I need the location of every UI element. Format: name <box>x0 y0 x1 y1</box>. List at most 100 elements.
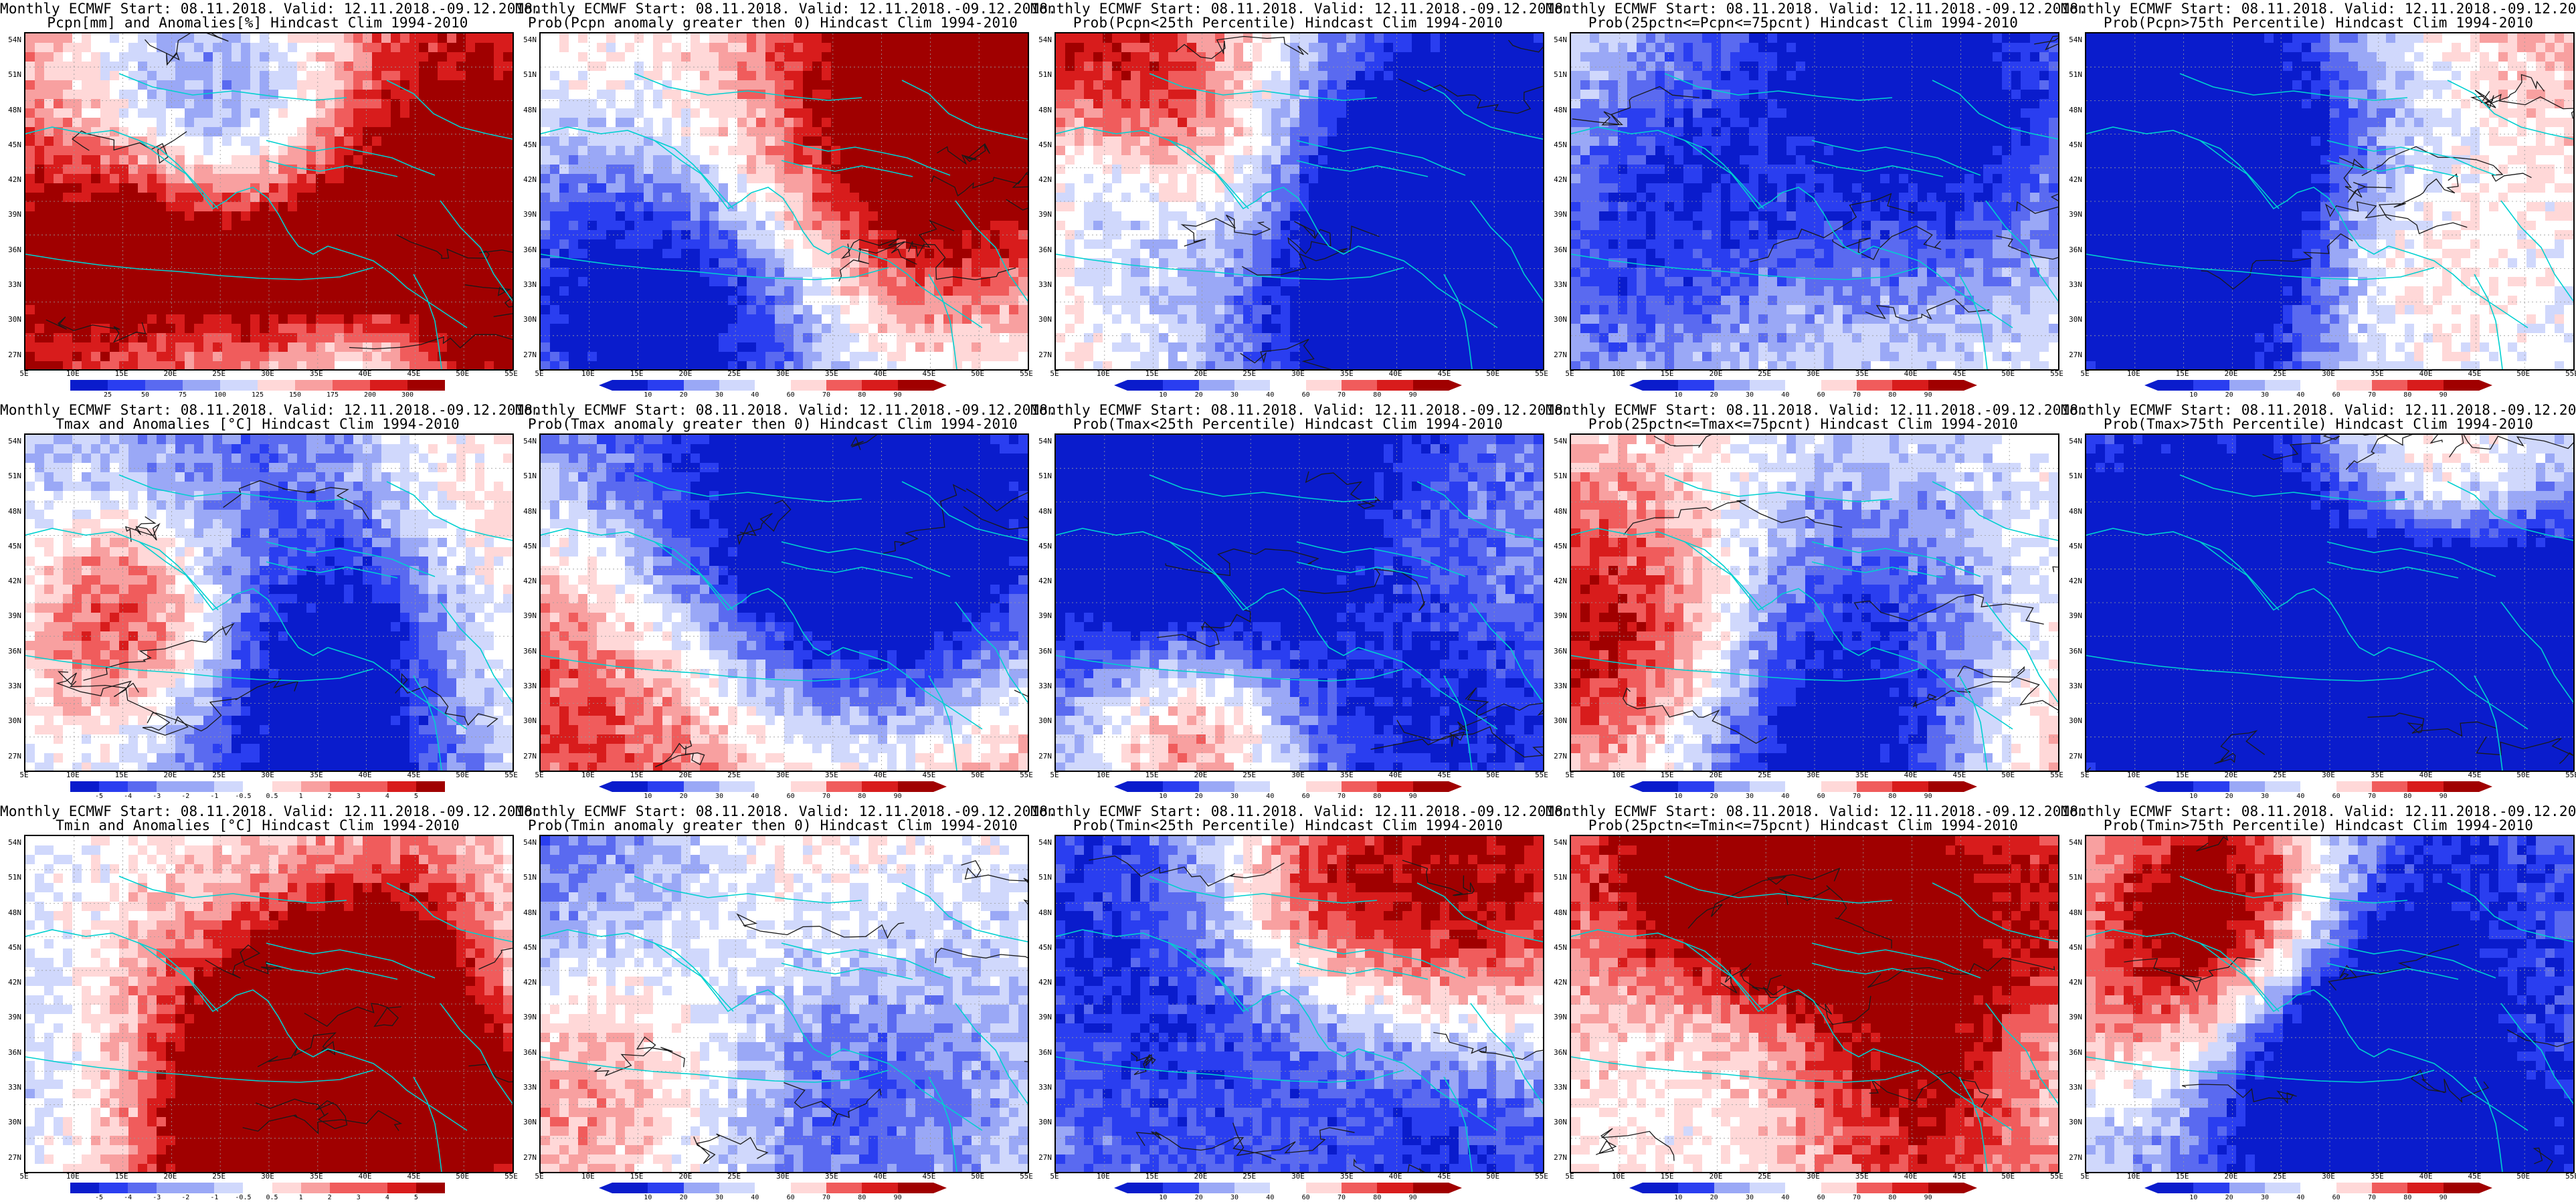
field-cell <box>138 165 148 175</box>
field-cell <box>700 193 710 203</box>
field-cell <box>1515 193 1525 203</box>
field-cell <box>1159 62 1169 72</box>
field-cell <box>213 193 223 203</box>
field-cell <box>1468 52 1478 62</box>
field-cell <box>943 352 953 362</box>
field-cell <box>700 127 710 137</box>
field-cell <box>203 211 213 221</box>
field-cell <box>1149 136 1160 146</box>
field-cell <box>25 71 35 81</box>
field-cell <box>63 118 73 128</box>
contour-line <box>931 171 1028 197</box>
field-cell <box>381 90 391 100</box>
field-cell <box>953 155 963 165</box>
field-cell <box>269 155 279 165</box>
field-cell <box>1299 43 1309 53</box>
field-cell <box>250 127 260 137</box>
field-cell <box>569 99 579 109</box>
field-cell <box>1290 183 1300 193</box>
field-cell <box>1449 221 1459 231</box>
field-cell <box>1140 136 1150 146</box>
field-cell <box>569 146 579 156</box>
field-cell <box>728 305 738 315</box>
panel-subtitle: Pcpn[mm] and Anomalies[%] Hindcast Clim … <box>0 15 515 30</box>
field-cell <box>972 230 982 240</box>
field-cell <box>306 258 316 268</box>
field-cell <box>1168 43 1178 53</box>
field-cell <box>35 333 45 343</box>
field-cell <box>1384 90 1394 100</box>
field-cell <box>297 361 307 369</box>
field-cell <box>250 165 260 175</box>
field-cell <box>887 305 897 315</box>
field-cell <box>100 296 110 306</box>
field-cell <box>625 333 635 343</box>
field-cell <box>63 314 73 324</box>
field-cell <box>316 90 326 100</box>
field-cell <box>1215 99 1225 109</box>
field-cell <box>747 258 757 268</box>
field-cell <box>1412 108 1422 118</box>
field-cell <box>166 43 176 53</box>
field-cell <box>1412 33 1422 43</box>
field-cell <box>775 314 785 324</box>
field-cell <box>100 62 110 72</box>
field-cell <box>185 258 195 268</box>
field-cell <box>1393 183 1403 193</box>
field-cell <box>887 43 897 53</box>
field-cell <box>1402 202 1412 212</box>
field-cell <box>906 286 916 296</box>
field-cell <box>812 108 822 118</box>
field-cell <box>972 342 982 353</box>
field-cell <box>653 146 663 156</box>
field-cell <box>550 258 560 268</box>
field-cell <box>222 108 232 118</box>
field-cell <box>325 118 335 128</box>
field-cell <box>953 146 963 156</box>
field-cell <box>709 193 719 203</box>
field-cell <box>756 361 766 369</box>
field-cell <box>363 277 373 287</box>
field-cell <box>232 314 242 324</box>
field-cell <box>691 249 701 259</box>
field-cell <box>222 258 232 268</box>
field-cell <box>925 71 935 81</box>
field-cell <box>616 230 626 240</box>
field-cell <box>906 221 916 231</box>
field-cell <box>794 80 804 90</box>
field-cell <box>737 268 747 278</box>
field-cell <box>550 239 560 249</box>
field-cell <box>166 108 176 118</box>
field-cell <box>428 136 438 146</box>
field-cell <box>775 239 785 249</box>
field-cell <box>691 193 701 203</box>
field-cell <box>1299 71 1309 81</box>
field-cell <box>616 361 626 369</box>
field-cell <box>494 268 504 278</box>
field-cell <box>587 239 597 249</box>
field-cell <box>63 221 73 231</box>
field-cell <box>990 361 1000 369</box>
field-cell <box>147 314 157 324</box>
field-cell <box>241 52 251 62</box>
field-cell <box>616 239 626 249</box>
field-cell <box>428 90 438 100</box>
field-cell <box>878 62 888 72</box>
field-cell <box>1159 165 1169 175</box>
field-cell <box>1009 174 1019 184</box>
field-cell <box>897 314 907 324</box>
field-cell <box>335 155 345 165</box>
colorbar-swatch <box>648 380 684 391</box>
field-cell <box>1281 127 1291 137</box>
field-cell <box>278 305 288 315</box>
field-cell <box>1149 43 1160 53</box>
field-cell <box>859 221 869 231</box>
field-cell <box>232 155 242 165</box>
field-cell <box>438 146 448 156</box>
field-cell <box>662 230 672 240</box>
lon-tick-label: 5E <box>11 370 37 377</box>
field-cell <box>260 146 270 156</box>
field-cell <box>1440 52 1450 62</box>
field-cell <box>1384 127 1394 137</box>
field-cell <box>494 361 504 369</box>
